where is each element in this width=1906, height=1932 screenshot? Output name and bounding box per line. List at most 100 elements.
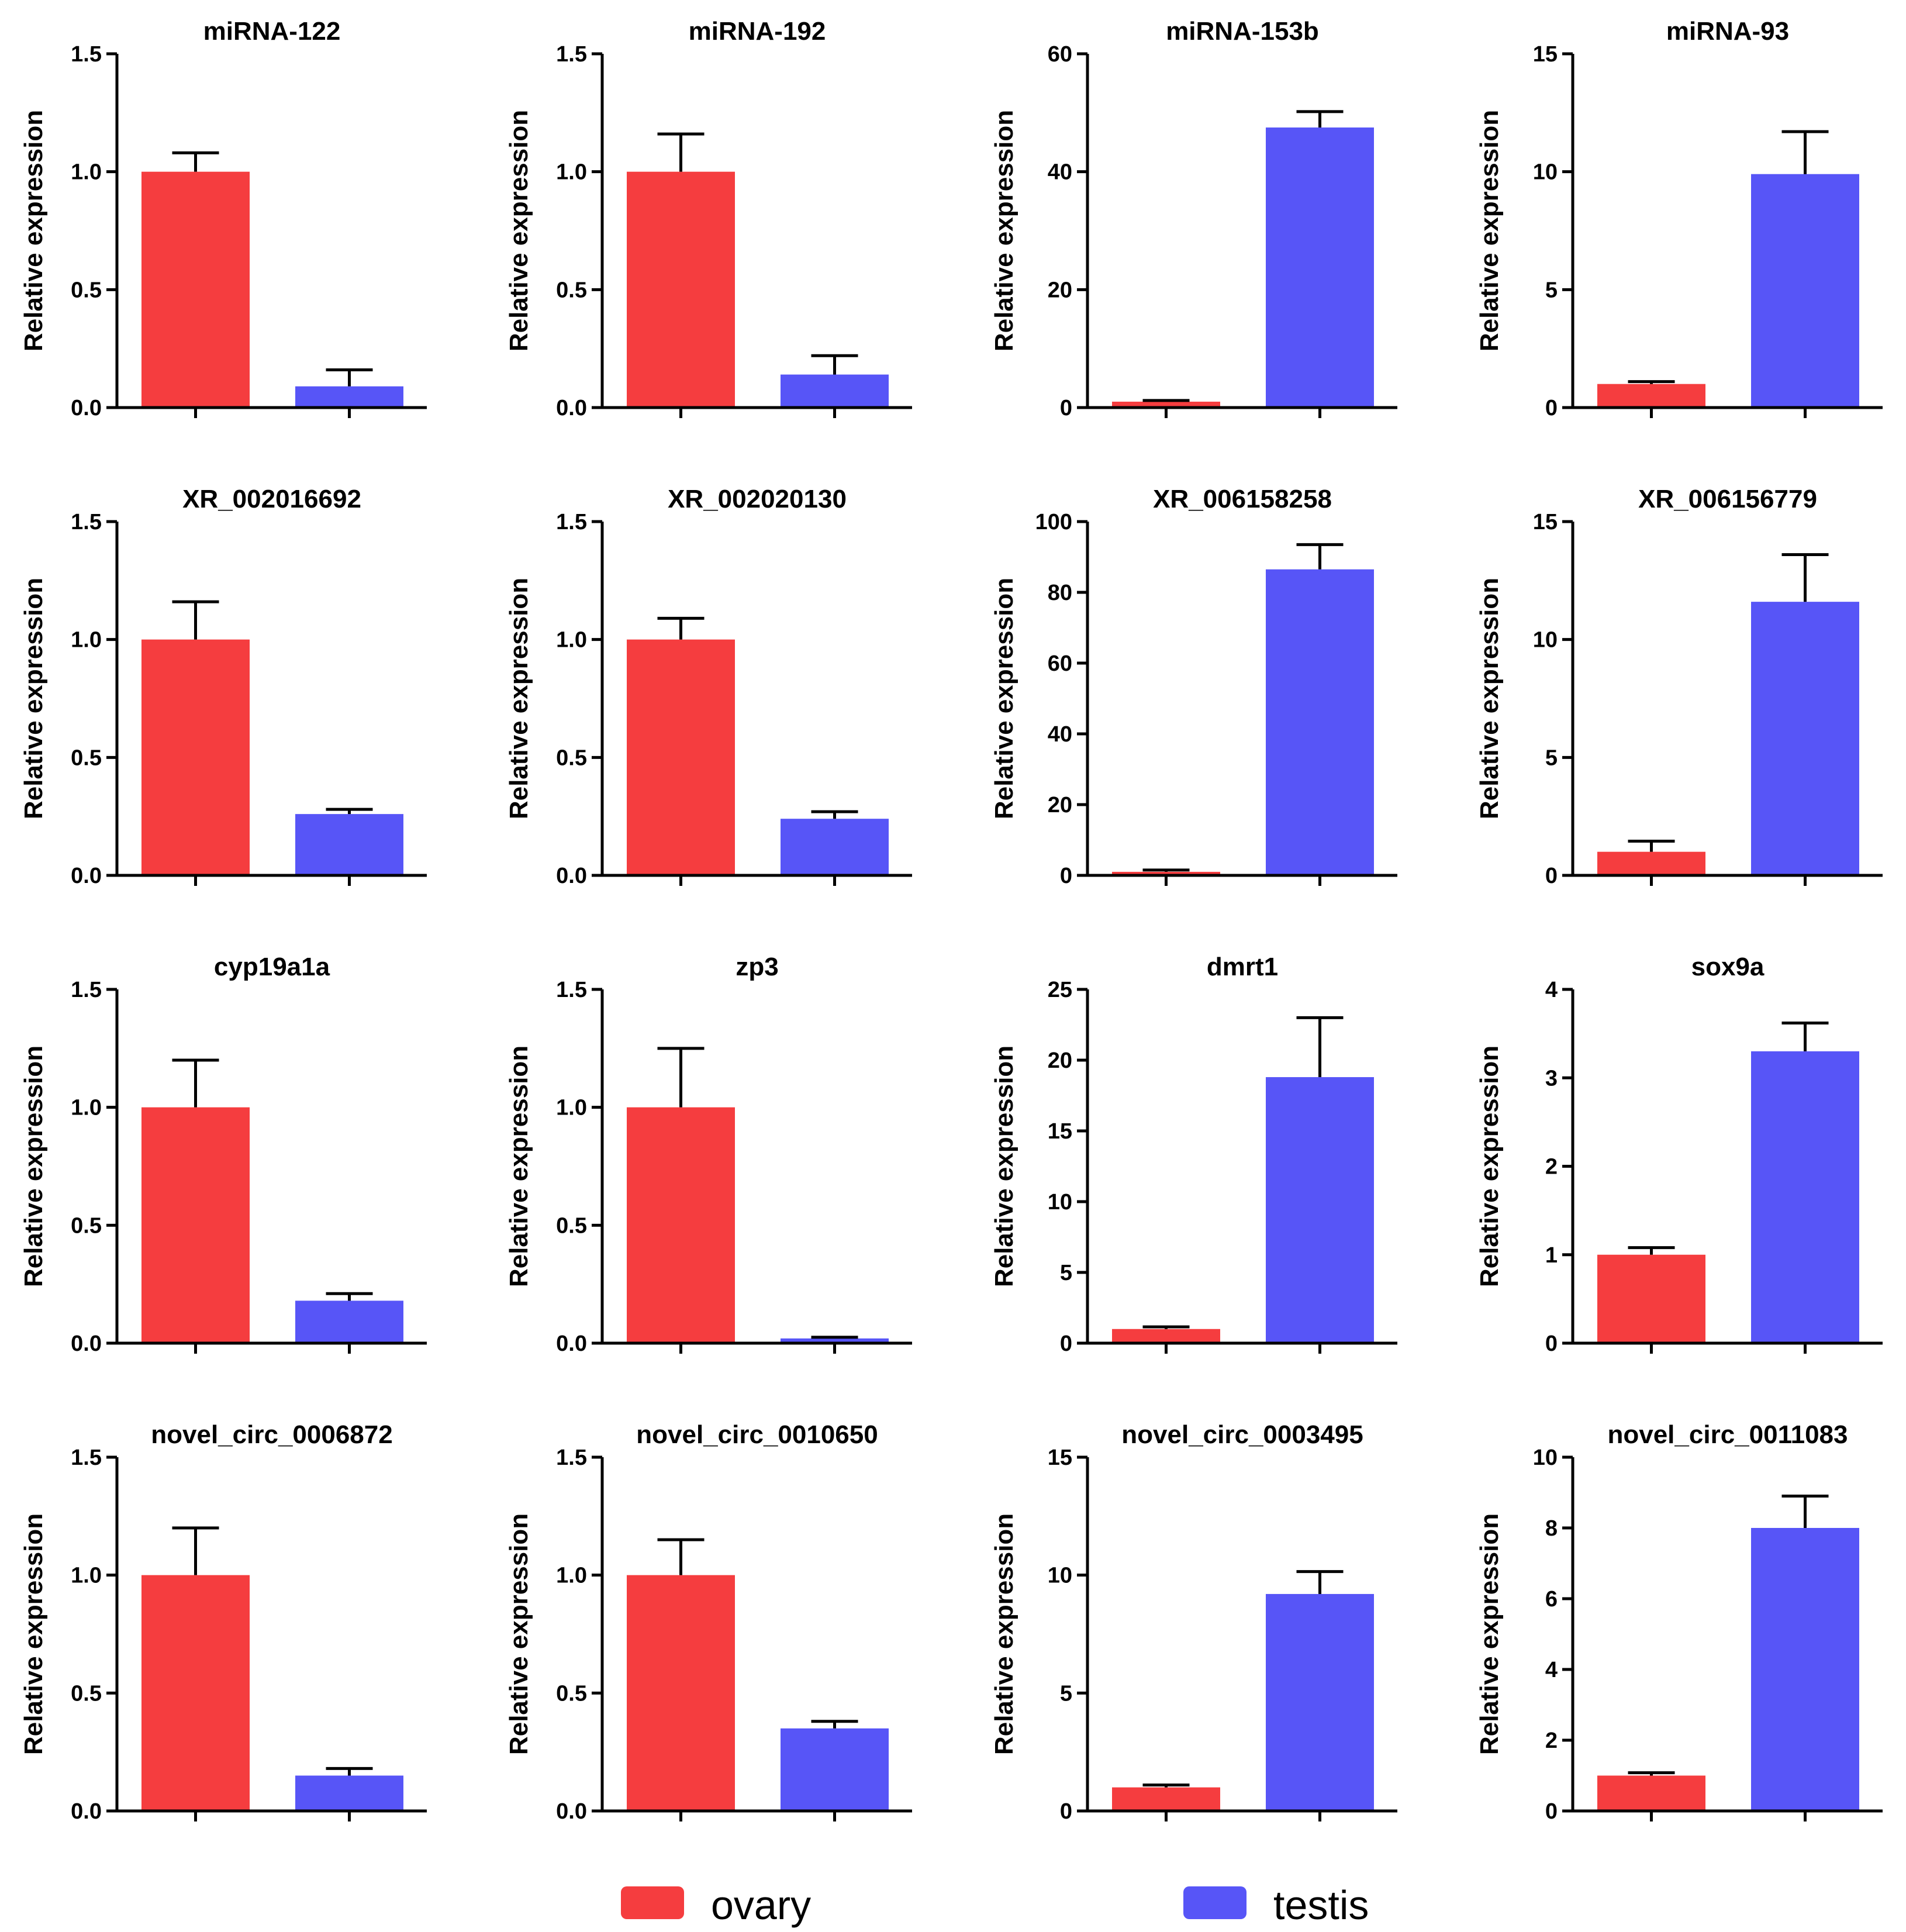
y-tick-label: 2 (1545, 1729, 1558, 1753)
y-tick-label: 40 (1048, 160, 1072, 185)
y-tick-label: 25 (1048, 978, 1072, 1002)
y-tick-label: 0.0 (71, 1331, 102, 1356)
chart-panel: XR_002016692 Relative expression 0.0 0.5 1.0… (19, 485, 427, 888)
chart-title: XR_006158258 (1153, 485, 1332, 513)
chart-title: cyp19a1a (214, 953, 330, 981)
y-tick-label: 0 (1060, 396, 1072, 420)
y-tick-label: 40 (1048, 722, 1072, 747)
y-tick-label: 5 (1060, 1261, 1072, 1285)
y-tick-label: 0 (1545, 1331, 1558, 1356)
y-tick-label: 1.5 (71, 978, 102, 1002)
y-tick-label: 0.0 (556, 864, 587, 888)
y-tick-label: 8 (1545, 1516, 1558, 1541)
y-tick-label: 0.0 (71, 1799, 102, 1824)
bar-testis (1751, 1528, 1859, 1811)
chart-title: XR_006156779 (1638, 485, 1817, 513)
bar-ovary (1112, 1787, 1220, 1811)
y-axis-label: Relative expression (990, 578, 1018, 819)
y-tick-label: 0.5 (556, 746, 587, 770)
y-tick-label: 1.0 (556, 628, 587, 653)
bar-testis (1266, 1077, 1374, 1343)
y-axis-label: Relative expression (1475, 110, 1504, 351)
y-tick-label: 5 (1545, 746, 1558, 770)
y-tick-label: 20 (1048, 793, 1072, 817)
chart-title: novel_circ_0006872 (151, 1420, 392, 1449)
chart-panel: XR_002020130 Relative expression 0.0 0.5 1.0… (505, 485, 912, 888)
y-tick-label: 2 (1545, 1155, 1558, 1179)
chart-panel: dmrt1 Relative expression 0 5 10 15 20 25 (990, 953, 1397, 1356)
y-axis-label: Relative expression (505, 578, 533, 819)
y-tick-label: 1.5 (556, 978, 587, 1002)
y-axis-label: Relative expression (990, 110, 1018, 351)
bar-ovary (1597, 851, 1705, 875)
panels: miRNA-122 Relative expression 0.0 0.5 1.0 1.5… (19, 17, 1883, 1824)
y-axis-label: Relative expression (990, 1046, 1018, 1287)
y-tick-label: 1.5 (556, 42, 587, 67)
y-tick-label: 1.0 (71, 628, 102, 653)
y-axis-label: Relative expression (990, 1513, 1018, 1755)
chart-panel: miRNA-93 Relative expression 0 5 10 15 (1475, 17, 1883, 420)
y-tick-label: 0.5 (71, 278, 102, 302)
bar-ovary (1112, 1329, 1220, 1343)
bar-testis (295, 1300, 403, 1343)
bar-ovary (141, 639, 250, 875)
legend: ovary testis (621, 1882, 1369, 1928)
bar-testis (1751, 602, 1859, 875)
bar-ovary (141, 171, 250, 408)
legend-swatch-ovary (621, 1886, 684, 1919)
y-axis-label: Relative expression (505, 110, 533, 351)
y-tick-label: 0.0 (556, 396, 587, 420)
y-tick-label: 4 (1545, 978, 1558, 1002)
bar-testis (781, 1728, 889, 1811)
y-tick-label: 1.0 (71, 1564, 102, 1588)
y-tick-label: 15 (1533, 510, 1558, 534)
y-tick-label: 0 (1545, 1799, 1558, 1824)
y-tick-label: 1.5 (556, 510, 587, 534)
bar-testis (781, 819, 889, 875)
chart-panel: XR_006156779 Relative expression 0 5 10 15 (1475, 485, 1883, 888)
bar-ovary (1112, 401, 1220, 408)
y-tick-label: 0 (1060, 1331, 1072, 1356)
y-tick-label: 4 (1545, 1658, 1558, 1682)
y-tick-label: 60 (1048, 42, 1072, 67)
chart-panel: zp3 Relative expression 0.0 0.5 1.0 1.5 (505, 953, 912, 1356)
y-tick-label: 20 (1048, 1048, 1072, 1073)
y-tick-label: 20 (1048, 278, 1072, 302)
chart-title: dmrt1 (1207, 953, 1278, 981)
y-tick-label: 0.0 (556, 1799, 587, 1824)
bar-ovary (141, 1107, 250, 1343)
y-tick-label: 15 (1048, 1445, 1072, 1470)
chart-panel: novel_circ_0006872 Relative expression 0.0… (19, 1420, 427, 1824)
y-tick-label: 0.5 (556, 1681, 587, 1706)
y-tick-label: 15 (1533, 42, 1558, 67)
y-tick-label: 10 (1533, 1445, 1558, 1470)
y-tick-label: 3 (1545, 1066, 1558, 1091)
bar-testis (1751, 174, 1859, 408)
y-tick-label: 1.0 (71, 1096, 102, 1120)
bar-testis (295, 814, 403, 875)
bar-ovary (1112, 871, 1220, 875)
y-tick-label: 100 (1035, 510, 1072, 534)
bar-testis (295, 386, 403, 408)
legend-label-testis: testis (1273, 1882, 1369, 1928)
y-tick-label: 0 (1545, 864, 1558, 888)
y-tick-label: 0.0 (556, 1331, 587, 1356)
bar-ovary (627, 1575, 735, 1811)
chart-panel: miRNA-122 Relative expression 0.0 0.5 1.0 1.5 (19, 17, 427, 420)
chart-panel: miRNA-153b Relative expression 0 20 40 60 (990, 17, 1397, 420)
y-tick-label: 1.0 (556, 160, 587, 185)
y-tick-label: 0 (1060, 1799, 1072, 1824)
y-axis-label: Relative expression (19, 110, 48, 351)
y-tick-label: 0.0 (71, 864, 102, 888)
y-axis-label: Relative expression (19, 1046, 48, 1287)
chart-panel: cyp19a1a Relative expression 0.0 0.5 1.0 1.5 (19, 953, 427, 1356)
y-tick-label: 80 (1048, 581, 1072, 605)
chart-title: zp3 (736, 953, 778, 981)
y-tick-label: 1.5 (71, 1445, 102, 1470)
y-tick-label: 0.5 (556, 278, 587, 302)
y-tick-label: 1.5 (556, 1445, 587, 1470)
y-tick-label: 0.5 (71, 746, 102, 770)
y-tick-label: 0.5 (71, 1681, 102, 1706)
y-axis-label: Relative expression (19, 578, 48, 819)
